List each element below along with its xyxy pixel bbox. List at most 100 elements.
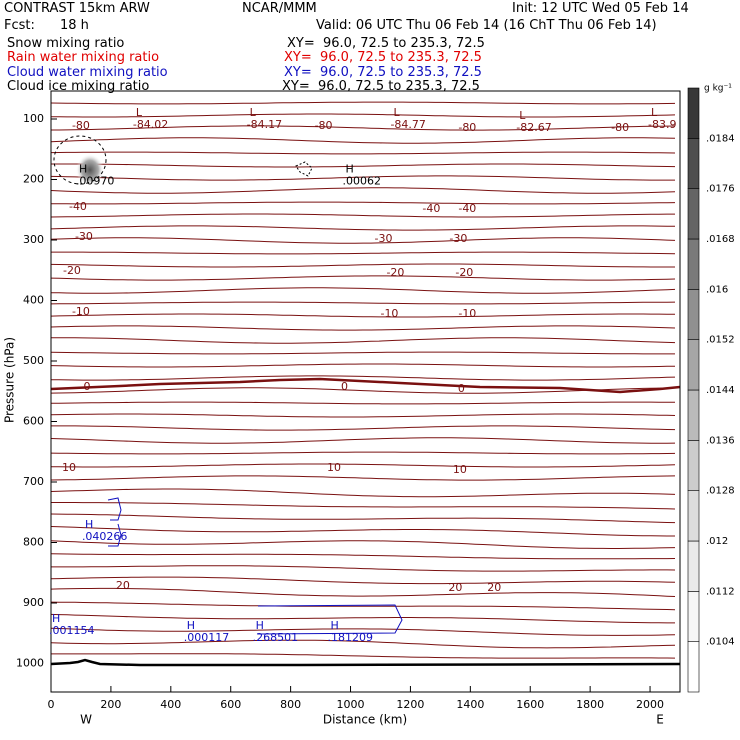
extremum-value: .001154 (49, 624, 95, 637)
overlay-labels: -80 -80 -80 -80 -40 -40 -40 -30 -30 -30 -20 -20 -20 -… (49, 106, 677, 644)
extremum-value: -84.17 (247, 118, 282, 131)
extremum-type: H (85, 518, 93, 531)
isotherm-label: -10 (458, 307, 476, 320)
extremum-value: -82.67 (516, 121, 551, 134)
isotherm-line-0 (50, 101, 676, 105)
colorbar-label: .012 (706, 536, 728, 547)
y-tick-label: 700 (23, 475, 44, 488)
isotherm-label: -80 (458, 121, 476, 134)
colorbar-box-2 (687, 540, 700, 592)
field-xy-snow: XY= 96.0, 72.5 to 235.3, 72.5 (287, 36, 485, 51)
colorbar-label: .0144 (706, 385, 735, 396)
cloud-water-bracket-east (257, 604, 403, 635)
isotherm-line-19 (51, 337, 676, 344)
colorbar-unit: g kg⁻¹ (704, 84, 732, 94)
x-tick-label: 0 (48, 698, 55, 711)
isotherm-line-41 (50, 613, 675, 624)
isotherm-label: 20 (448, 581, 462, 594)
extremum-type: L (136, 106, 143, 119)
isotherm-line-23 (50, 387, 676, 394)
extremum-type: H (331, 619, 339, 632)
isotherm-label: -10 (380, 307, 398, 320)
colorbar-label: .0184 (706, 133, 735, 144)
isotherm-line-6 (50, 175, 675, 181)
colorbar-box-4 (687, 440, 700, 491)
isotherm-line-5 (51, 163, 676, 168)
extremum-value: .00970 (76, 174, 115, 187)
colorbar-box-5 (687, 389, 700, 441)
extremum-type: L (393, 106, 400, 119)
isotherm-line-37 (51, 565, 676, 572)
x-tick-label: 1800 (576, 698, 604, 711)
x-tick-label: 200 (100, 698, 121, 711)
isotherm-line-8 (50, 201, 676, 205)
field-name-cloud-water: Cloud water mixing ratio (7, 65, 168, 80)
isotherm-line-3 (50, 137, 676, 144)
isotherm-label: -40 (422, 202, 440, 215)
colorbar-box-10 (687, 138, 700, 189)
isotherm-line-31 (50, 488, 676, 498)
isotherm-label: 0 (458, 382, 465, 395)
forecast-label: Fcst: (4, 18, 35, 33)
extremum-type: H (79, 162, 87, 175)
field-name-cloud-ice: Cloud ice mixing ratio (7, 79, 150, 94)
isotherm-label: -20 (455, 266, 473, 279)
isotherm-label: -10 (72, 305, 90, 318)
isotherm-label: 10 (327, 461, 341, 474)
isotherm-line-2 (51, 125, 676, 131)
isotherm-label: 10 (62, 461, 76, 474)
isotherm-line-16 (50, 301, 676, 305)
colorbar-box-9 (687, 188, 700, 240)
isotherm-label: -30 (374, 232, 392, 245)
y-tick-label: 900 (23, 596, 44, 609)
cloud-water-bracket-west (107, 497, 122, 547)
colorbar-label: .0128 (706, 486, 735, 497)
isotherm-label: -20 (386, 266, 404, 279)
extremum-value: .000117 (184, 631, 230, 644)
isotherm-line-20 (50, 351, 675, 355)
isotherm-line-9 (50, 213, 675, 218)
east-label: E (656, 713, 664, 727)
isotherm-line-27 (50, 437, 676, 444)
isotherm-line-11 (50, 237, 676, 244)
colorbar-box-7 (687, 289, 700, 340)
dashed-contour-mid (295, 161, 313, 177)
x-tick-label: 1200 (396, 698, 424, 711)
field-xy-cloud-water: XY= 96.0, 72.5 to 235.3, 72.5 (284, 65, 482, 80)
isotherm-line-21 (50, 363, 676, 368)
plot-area (50, 101, 681, 667)
isotherm-line-34 (50, 526, 675, 537)
colorbar-label: .0168 (706, 234, 735, 245)
extremum-type: H (52, 612, 60, 625)
isotherm-line-30 (50, 475, 676, 481)
isotherm-label: -80 (72, 119, 90, 132)
isotherm-line-26 (51, 425, 676, 431)
field-name-rain: Rain water mixing ratio (7, 50, 160, 65)
y-tick-label: 800 (23, 536, 44, 549)
colorbar-label: .0104 (706, 637, 735, 648)
isotherm-line-1 (50, 113, 676, 118)
isotherm-line-12 (51, 251, 676, 255)
isotherm-line-4 (50, 151, 676, 155)
y-tick-label: 1000 (16, 657, 44, 670)
isotherm-label: 0 (83, 380, 90, 393)
isotherm-label: -40 (69, 200, 87, 213)
y-tick-label: 100 (23, 112, 44, 125)
isotherm-line-7 (50, 187, 676, 194)
colorbar-label: .0152 (706, 335, 735, 346)
y-tick-label: 500 (23, 354, 44, 367)
isotherm-label: -80 (315, 119, 333, 132)
extremum-type: H (187, 619, 195, 632)
isotherm-label: -80 (611, 121, 629, 134)
isotherm-line-36 (50, 553, 676, 560)
colorbar-box-0 (687, 641, 700, 693)
isotherm-label: -20 (63, 264, 81, 277)
colorbar-box-11 (687, 87, 700, 139)
x-tick-label: 800 (280, 698, 301, 711)
isotherm-line-28 (50, 451, 676, 455)
extremum-value: .00062 (343, 174, 382, 187)
init-time: Init: 12 UTC Wed 05 Feb 14 (512, 1, 689, 16)
isotherm-line-22 (50, 375, 676, 381)
isotherm-line-35 (50, 540, 676, 549)
